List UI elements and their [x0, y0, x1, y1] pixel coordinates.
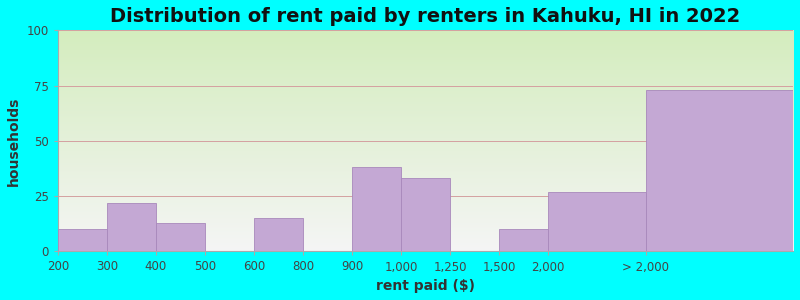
Bar [254, 218, 303, 251]
Bar [548, 192, 646, 251]
Y-axis label: households: households [7, 96, 21, 186]
Bar [58, 230, 106, 251]
Bar [499, 230, 548, 251]
Title: Distribution of rent paid by renters in Kahuku, HI in 2022: Distribution of rent paid by renters in … [110, 7, 741, 26]
X-axis label: rent paid ($): rent paid ($) [376, 279, 475, 293]
Bar [352, 167, 401, 251]
Bar [401, 178, 450, 251]
Bar [106, 203, 156, 251]
Bar [156, 223, 205, 251]
Bar [646, 90, 793, 251]
